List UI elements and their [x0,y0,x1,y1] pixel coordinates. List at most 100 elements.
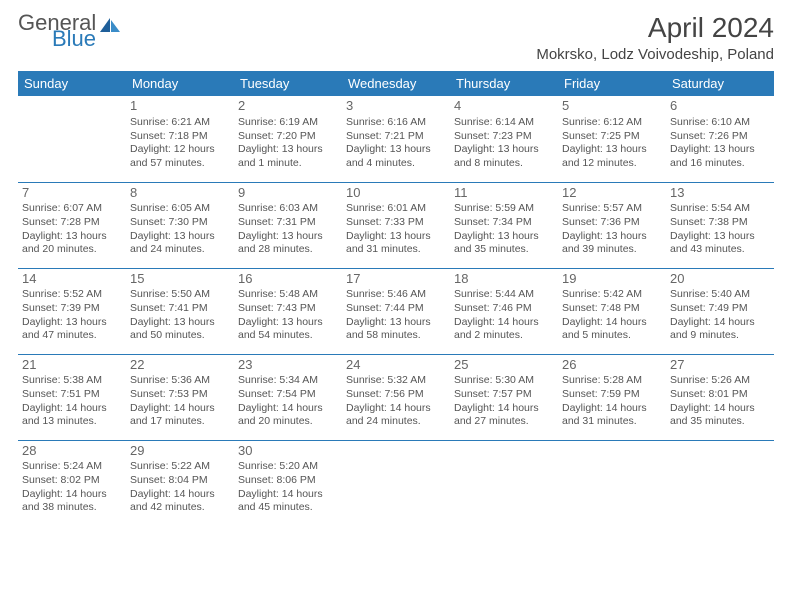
sunrise-text: Sunrise: 6:21 AM [130,116,230,130]
calendar-day-cell: 11Sunrise: 5:59 AMSunset: 7:34 PMDayligh… [450,182,558,268]
calendar-day-cell: 19Sunrise: 5:42 AMSunset: 7:48 PMDayligh… [558,268,666,354]
daylight-text: Daylight: 13 hours and 47 minutes. [22,316,122,343]
daylight-text: Daylight: 14 hours and 9 minutes. [670,316,770,343]
daylight-text: Daylight: 14 hours and 38 minutes. [22,488,122,515]
sunset-text: Sunset: 7:30 PM [130,216,230,230]
day-header: Friday [558,71,666,96]
sunrise-text: Sunrise: 5:38 AM [22,374,122,388]
sunrise-text: Sunrise: 5:30 AM [454,374,554,388]
calendar-day-cell: 6Sunrise: 6:10 AMSunset: 7:26 PMDaylight… [666,96,774,182]
daylight-text: Daylight: 14 hours and 13 minutes. [22,402,122,429]
daylight-text: Daylight: 14 hours and 35 minutes. [670,402,770,429]
daylight-text: Daylight: 13 hours and 43 minutes. [670,230,770,257]
logo-text-blue: Blue [52,28,122,50]
daylight-text: Daylight: 14 hours and 2 minutes. [454,316,554,343]
daylight-text: Daylight: 14 hours and 24 minutes. [346,402,446,429]
daylight-text: Daylight: 12 hours and 57 minutes. [130,143,230,170]
sunset-text: Sunset: 8:02 PM [22,474,122,488]
day-number: 10 [346,185,446,202]
day-number: 12 [562,185,662,202]
sunrise-text: Sunrise: 5:26 AM [670,374,770,388]
day-header: Saturday [666,71,774,96]
calendar-body: 1Sunrise: 6:21 AMSunset: 7:18 PMDaylight… [18,96,774,526]
calendar-day-cell: 29Sunrise: 5:22 AMSunset: 8:04 PMDayligh… [126,440,234,526]
sunset-text: Sunset: 8:01 PM [670,388,770,402]
sunrise-text: Sunrise: 5:40 AM [670,288,770,302]
calendar-day-cell: 13Sunrise: 5:54 AMSunset: 7:38 PMDayligh… [666,182,774,268]
calendar-day-cell: 18Sunrise: 5:44 AMSunset: 7:46 PMDayligh… [450,268,558,354]
calendar-day-cell: 2Sunrise: 6:19 AMSunset: 7:20 PMDaylight… [234,96,342,182]
day-number: 1 [130,98,230,115]
calendar-day-cell: 9Sunrise: 6:03 AMSunset: 7:31 PMDaylight… [234,182,342,268]
daylight-text: Daylight: 14 hours and 20 minutes. [238,402,338,429]
calendar-day-cell: 16Sunrise: 5:48 AMSunset: 7:43 PMDayligh… [234,268,342,354]
calendar-day-cell: 24Sunrise: 5:32 AMSunset: 7:56 PMDayligh… [342,354,450,440]
sunset-text: Sunset: 7:33 PM [346,216,446,230]
day-number: 23 [238,357,338,374]
sunset-text: Sunset: 7:21 PM [346,130,446,144]
calendar-day-cell: 14Sunrise: 5:52 AMSunset: 7:39 PMDayligh… [18,268,126,354]
sunrise-text: Sunrise: 5:32 AM [346,374,446,388]
daylight-text: Daylight: 13 hours and 39 minutes. [562,230,662,257]
sunset-text: Sunset: 7:54 PM [238,388,338,402]
sunset-text: Sunset: 7:18 PM [130,130,230,144]
sunrise-text: Sunrise: 6:16 AM [346,116,446,130]
day-header: Tuesday [234,71,342,96]
sunrise-text: Sunrise: 5:24 AM [22,460,122,474]
daylight-text: Daylight: 13 hours and 35 minutes. [454,230,554,257]
calendar-day-cell: 28Sunrise: 5:24 AMSunset: 8:02 PMDayligh… [18,440,126,526]
daylight-text: Daylight: 14 hours and 31 minutes. [562,402,662,429]
sunrise-text: Sunrise: 5:52 AM [22,288,122,302]
sunset-text: Sunset: 7:31 PM [238,216,338,230]
calendar-empty-cell [558,440,666,526]
calendar-week-row: 7Sunrise: 6:07 AMSunset: 7:28 PMDaylight… [18,182,774,268]
calendar-day-cell: 8Sunrise: 6:05 AMSunset: 7:30 PMDaylight… [126,182,234,268]
day-number: 7 [22,185,122,202]
day-number: 19 [562,271,662,288]
calendar-week-row: 21Sunrise: 5:38 AMSunset: 7:51 PMDayligh… [18,354,774,440]
calendar-week-row: 14Sunrise: 5:52 AMSunset: 7:39 PMDayligh… [18,268,774,354]
calendar-empty-cell [342,440,450,526]
sunset-text: Sunset: 7:49 PM [670,302,770,316]
day-number: 3 [346,98,446,115]
sunrise-text: Sunrise: 5:44 AM [454,288,554,302]
calendar-day-cell: 15Sunrise: 5:50 AMSunset: 7:41 PMDayligh… [126,268,234,354]
day-number: 8 [130,185,230,202]
day-number: 21 [22,357,122,374]
calendar-day-cell: 1Sunrise: 6:21 AMSunset: 7:18 PMDaylight… [126,96,234,182]
calendar-day-cell: 30Sunrise: 5:20 AMSunset: 8:06 PMDayligh… [234,440,342,526]
sunset-text: Sunset: 7:41 PM [130,302,230,316]
calendar-day-cell: 26Sunrise: 5:28 AMSunset: 7:59 PMDayligh… [558,354,666,440]
sunset-text: Sunset: 7:28 PM [22,216,122,230]
calendar-day-cell: 17Sunrise: 5:46 AMSunset: 7:44 PMDayligh… [342,268,450,354]
day-number: 25 [454,357,554,374]
sunrise-text: Sunrise: 6:10 AM [670,116,770,130]
daylight-text: Daylight: 13 hours and 31 minutes. [346,230,446,257]
sunset-text: Sunset: 7:25 PM [562,130,662,144]
sunrise-text: Sunrise: 5:42 AM [562,288,662,302]
day-number: 6 [670,98,770,115]
day-number: 2 [238,98,338,115]
day-number: 29 [130,443,230,460]
day-number: 9 [238,185,338,202]
calendar-day-cell: 4Sunrise: 6:14 AMSunset: 7:23 PMDaylight… [450,96,558,182]
sunrise-text: Sunrise: 6:14 AM [454,116,554,130]
sunset-text: Sunset: 7:51 PM [22,388,122,402]
sunrise-text: Sunrise: 5:59 AM [454,202,554,216]
calendar-empty-cell [450,440,558,526]
sunrise-text: Sunrise: 5:57 AM [562,202,662,216]
sunrise-text: Sunrise: 6:01 AM [346,202,446,216]
day-number: 5 [562,98,662,115]
day-number: 26 [562,357,662,374]
daylight-text: Daylight: 13 hours and 1 minute. [238,143,338,170]
sunset-text: Sunset: 8:06 PM [238,474,338,488]
day-number: 24 [346,357,446,374]
sunset-text: Sunset: 8:04 PM [130,474,230,488]
daylight-text: Daylight: 13 hours and 58 minutes. [346,316,446,343]
calendar-day-cell: 20Sunrise: 5:40 AMSunset: 7:49 PMDayligh… [666,268,774,354]
daylight-text: Daylight: 13 hours and 54 minutes. [238,316,338,343]
sunrise-text: Sunrise: 6:03 AM [238,202,338,216]
calendar-day-cell: 27Sunrise: 5:26 AMSunset: 8:01 PMDayligh… [666,354,774,440]
daylight-text: Daylight: 13 hours and 16 minutes. [670,143,770,170]
sunset-text: Sunset: 7:57 PM [454,388,554,402]
